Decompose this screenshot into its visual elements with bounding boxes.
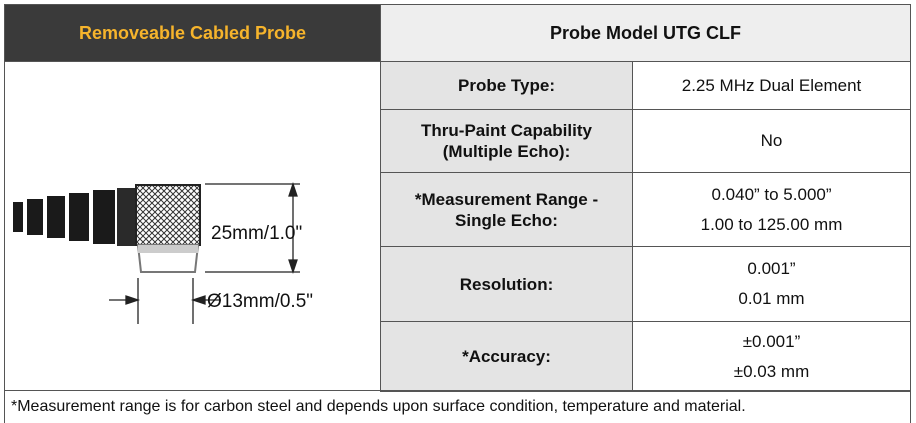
row-value: 1.00 to 125.00 mm: [701, 210, 843, 240]
header-right-text: Probe Model UTG CLF: [550, 23, 741, 44]
row-value: ±0.001”: [743, 327, 801, 357]
label-cell: *Accuracy:: [380, 321, 633, 392]
diagram-cell: 25mm/1.0" Ø13mm/0.5": [4, 61, 381, 391]
value-cell: 2.25 MHz Dual Element: [632, 61, 911, 110]
header-right: Probe Model UTG CLF: [380, 4, 911, 62]
value-cell: 0.040” to 5.000”1.00 to 125.00 mm: [632, 172, 911, 247]
label-cell: Resolution:: [380, 246, 633, 322]
row-value: 0.01 mm: [738, 284, 804, 314]
value-cell: ±0.001”±0.03 mm: [632, 321, 911, 392]
row-label: Single Echo:: [455, 210, 558, 231]
header-left: Removeable Cabled Probe: [4, 4, 381, 62]
label-cell: *Measurement Range -Single Echo:: [380, 172, 633, 247]
row-value: 2.25 MHz Dual Element: [682, 71, 862, 101]
probe-diagram: 25mm/1.0" Ø13mm/0.5": [5, 62, 380, 390]
row-value: 0.001”: [747, 254, 795, 284]
probe-band: [138, 245, 198, 253]
footnote-cell: *Measurement range is for carbon steel a…: [4, 390, 911, 423]
value-cell: No: [632, 109, 911, 173]
row-label: *Accuracy:: [462, 346, 551, 367]
row-label: *Measurement Range -: [415, 189, 598, 210]
row-label: Resolution:: [460, 274, 554, 295]
value-cell: 0.001”0.01 mm: [632, 246, 911, 322]
row-value: No: [761, 126, 783, 156]
cable: [13, 188, 137, 246]
knurled-cap: [136, 185, 200, 245]
row-value: 0.040” to 5.000”: [711, 180, 831, 210]
spec-table: Removeable Cabled Probe Probe Model UTG …: [0, 0, 916, 423]
row-label: Thru-Paint Capability: [421, 120, 592, 141]
label-cell: Thru-Paint Capability(Multiple Echo):: [380, 109, 633, 173]
height-label: 25mm/1.0": [211, 223, 302, 244]
header-left-text: Removeable Cabled Probe: [79, 23, 306, 44]
label-cell: Probe Type:: [380, 61, 633, 110]
diameter-label: Ø13mm/0.5": [207, 291, 313, 312]
row-label: Probe Type:: [458, 75, 555, 96]
footnote: *Measurement range is for carbon steel a…: [11, 398, 746, 416]
row-label: (Multiple Echo):: [443, 141, 570, 162]
row-value: ±0.03 mm: [734, 357, 809, 387]
